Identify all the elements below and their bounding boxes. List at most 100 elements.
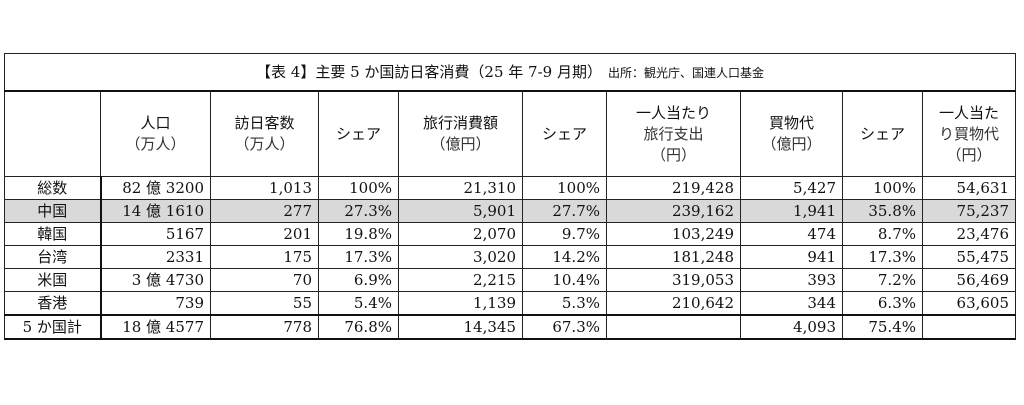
table-cell: 175 bbox=[210, 245, 319, 269]
table-cell: 103,249 bbox=[606, 222, 741, 246]
table-cell: 5.3% bbox=[522, 291, 607, 316]
table-cell: 941 bbox=[740, 245, 843, 269]
table-cell: 6.3% bbox=[842, 291, 923, 316]
table-cell: 1,139 bbox=[398, 291, 523, 316]
table-cell: 76.8% bbox=[318, 314, 399, 340]
column-header-line: 人口 bbox=[140, 114, 171, 132]
column-header: シェア bbox=[318, 90, 399, 177]
table-cell: 21,310 bbox=[398, 176, 523, 200]
table-cell: 7.2% bbox=[842, 268, 923, 292]
column-header-line: 旅行消費額 bbox=[422, 114, 498, 132]
table-cell: 27.3% bbox=[318, 199, 399, 223]
table-row: 5 か国計 18 億 4577 778 76.8% 14,345 67.3% 4,093 75… bbox=[4, 314, 1017, 340]
table-cell: 14 億 1610 bbox=[99, 199, 211, 223]
table-cell: 6.9% bbox=[318, 268, 399, 292]
table-cell: 67.3% bbox=[522, 314, 607, 340]
title-main: 【表 4】主要 5 か国訪日客消費（25 年 7-9 月期） bbox=[256, 62, 602, 81]
column-header-line: 一人当たり bbox=[635, 103, 711, 122]
table-cell: 5167 bbox=[99, 222, 211, 246]
table-cell: 19.8% bbox=[318, 222, 399, 246]
row-label-cell: 中国 bbox=[4, 199, 101, 223]
table-cell: 5,901 bbox=[398, 199, 523, 223]
table-cell: 3 億 4730 bbox=[99, 268, 211, 292]
table-cell: 54,631 bbox=[921, 176, 1017, 200]
table-cell: 1,013 bbox=[210, 176, 319, 200]
table-cell: 55,475 bbox=[921, 245, 1017, 269]
table-cell: 100% bbox=[318, 176, 399, 200]
row-label-cell: 5 か国計 bbox=[4, 314, 101, 340]
column-header-line: （円） bbox=[650, 145, 696, 164]
header-row: 人口 （万人） 訪日客数 （万人） シェア 旅行消費額 （億円） シェア 一人当たり旅行支出 （円… bbox=[4, 90, 1017, 177]
table-cell: 55 bbox=[210, 291, 319, 316]
table-cell: 5,427 bbox=[740, 176, 843, 200]
row-label-cell: 総数 bbox=[4, 176, 101, 200]
table-cell: 210,642 bbox=[606, 291, 741, 316]
table-cell: 8.7% bbox=[842, 222, 923, 246]
column-header-line: シェア bbox=[859, 124, 905, 143]
column-header-line: シェア bbox=[335, 124, 381, 143]
table-cell: 63,605 bbox=[921, 291, 1017, 316]
table-cell: 17.3% bbox=[318, 245, 399, 269]
table-cell bbox=[921, 314, 1017, 340]
column-header: 訪日客数 （万人） bbox=[210, 90, 319, 177]
column-header bbox=[4, 90, 101, 177]
table-cell: 739 bbox=[99, 291, 211, 316]
column-header-line: （万人） bbox=[125, 135, 186, 153]
table-body: 総数 82 億 3200 1,013 100% 21,310 100% 219,428 5,4… bbox=[4, 176, 1017, 340]
column-header-line: （億円） bbox=[761, 135, 822, 153]
table-cell: 2,215 bbox=[398, 268, 523, 292]
table-cell: 181,248 bbox=[606, 245, 741, 269]
table-cell: 18 億 4577 bbox=[99, 314, 211, 340]
column-header: シェア bbox=[842, 90, 923, 177]
column-header-line: 訪日客数 bbox=[234, 114, 295, 132]
table-cell bbox=[606, 314, 741, 340]
column-header-line: （円） bbox=[946, 145, 992, 164]
table-cell: 82 億 3200 bbox=[99, 176, 211, 200]
table-cell: 239,162 bbox=[606, 199, 741, 223]
table-title: 【表 4】主要 5 か国訪日客消費（25 年 7-9 月期） 出所：観光庁、国連人… bbox=[3, 53, 1017, 92]
column-header: 人口 （万人） bbox=[100, 90, 211, 177]
data-table-container: 【表 4】主要 5 か国訪日客消費（25 年 7-9 月期） 出所：観光庁、国連人… bbox=[3, 53, 1017, 340]
visitor-consumption-table: 【表 4】主要 5 か国訪日客消費（25 年 7-9 月期） 出所：観光庁、国連人… bbox=[3, 53, 1017, 340]
table-cell: 100% bbox=[522, 176, 607, 200]
row-label-cell: 米国 bbox=[4, 268, 101, 292]
table-row: 総数 82 億 3200 1,013 100% 21,310 100% 219,428 5,4… bbox=[4, 176, 1017, 200]
table-cell: 23,476 bbox=[921, 222, 1017, 246]
column-header-line: （万人） bbox=[234, 135, 295, 153]
table-row: 中国 14 億 1610 277 27.3% 5,901 27.7% 239,162 1,94… bbox=[4, 199, 1017, 223]
column-header-line: 旅行支出 bbox=[643, 124, 704, 143]
table-cell: 75.4% bbox=[842, 314, 923, 340]
table-cell: 9.7% bbox=[522, 222, 607, 246]
table-cell: 4,093 bbox=[740, 314, 843, 340]
table-cell: 14,345 bbox=[398, 314, 523, 340]
column-header-line: シェア bbox=[541, 124, 587, 143]
table-cell: 3,020 bbox=[398, 245, 523, 269]
table-cell: 14.2% bbox=[522, 245, 607, 269]
column-header-line: （億円） bbox=[430, 135, 491, 153]
column-header-line: り買物代 bbox=[939, 124, 1000, 143]
table-cell: 35.8% bbox=[842, 199, 923, 223]
title-source: 出所：観光庁、国連人口基金 bbox=[607, 65, 764, 80]
column-header: 一人当た り買物代 （円） bbox=[921, 90, 1017, 177]
row-label-cell: 香港 bbox=[4, 291, 101, 316]
table-cell: 5.4% bbox=[318, 291, 399, 316]
table-cell: 344 bbox=[740, 291, 843, 316]
column-header: 旅行消費額 （億円） bbox=[398, 90, 523, 177]
table-cell: 17.3% bbox=[842, 245, 923, 269]
column-header: 一人当たり旅行支出 （円） bbox=[606, 90, 741, 177]
row-label-cell: 台湾 bbox=[4, 245, 101, 269]
table-cell: 27.7% bbox=[522, 199, 607, 223]
table-cell: 277 bbox=[210, 199, 319, 223]
table-row: 米国 3 億 4730 70 6.9% 2,215 10.4% 319,053 393 7.2%… bbox=[4, 268, 1017, 292]
table-cell: 70 bbox=[210, 268, 319, 292]
column-header-line: 買物代 bbox=[768, 114, 814, 132]
table-row: 韓国 5167 201 19.8% 2,070 9.7% 103,249 474 8.7% 23,… bbox=[4, 222, 1017, 246]
table-cell: 393 bbox=[740, 268, 843, 292]
row-label-cell: 韓国 bbox=[4, 222, 101, 246]
table-cell: 1,941 bbox=[740, 199, 843, 223]
column-header: シェア bbox=[522, 90, 607, 177]
table-cell: 56,469 bbox=[921, 268, 1017, 292]
column-header: 買物代 （億円） bbox=[740, 90, 843, 177]
table-cell: 2,070 bbox=[398, 222, 523, 246]
table-cell: 778 bbox=[210, 314, 319, 340]
